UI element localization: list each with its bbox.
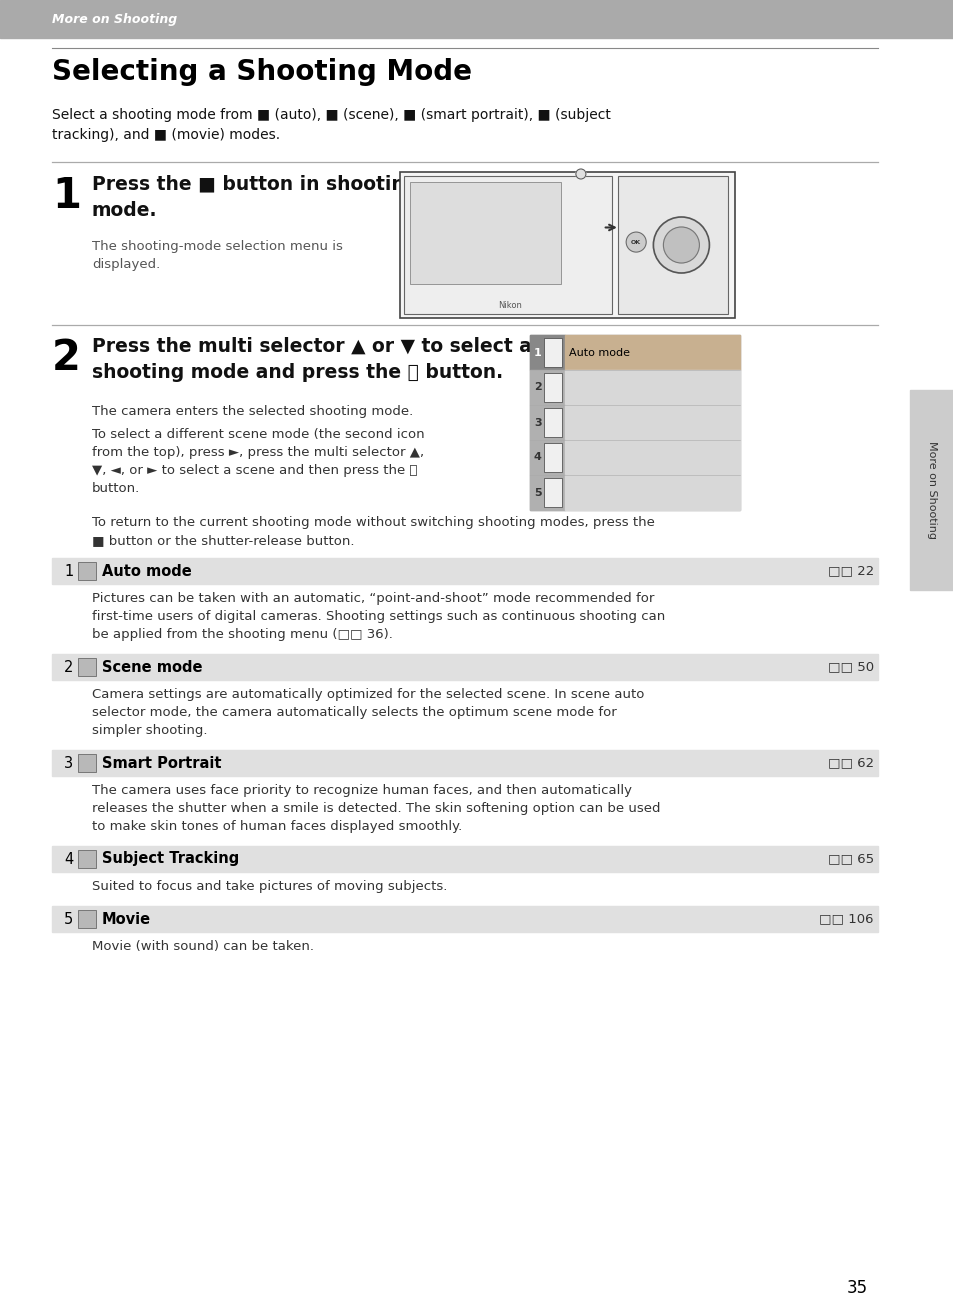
Text: □□ 22: □□ 22 (827, 565, 873, 577)
Text: Auto mode: Auto mode (102, 564, 192, 578)
Text: To return to the current shooting mode without switching shooting modes, press t: To return to the current shooting mode w… (91, 516, 654, 547)
Text: Movie (with sound) can be taken.: Movie (with sound) can be taken. (91, 940, 314, 953)
Bar (543, 443, 561, 472)
Bar (530, 474, 564, 510)
Bar (52, 905, 877, 932)
Bar (52, 654, 877, 681)
Text: 1: 1 (534, 347, 541, 357)
Bar (543, 478, 561, 507)
Bar (564, 474, 740, 510)
Text: More on Shooting: More on Shooting (926, 442, 936, 539)
Text: Pictures can be taken with an automatic, “point-and-shoot” mode recommended for
: Pictures can be taken with an automatic,… (91, 593, 664, 641)
Text: More on Shooting: More on Shooting (52, 13, 177, 25)
Bar (543, 338, 561, 367)
Bar (78, 911, 96, 928)
Bar (399, 172, 734, 318)
Bar (530, 335, 564, 371)
Bar (564, 371, 740, 405)
Bar (52, 558, 877, 583)
Bar (564, 440, 740, 474)
Bar (909, 390, 953, 590)
Text: To select a different scene mode (the second icon
from the top), press ►, press : To select a different scene mode (the se… (91, 428, 424, 495)
Bar (618, 176, 727, 314)
Circle shape (662, 227, 699, 263)
Text: OK: OK (631, 239, 640, 244)
Text: 5: 5 (64, 912, 73, 926)
Text: Smart Portrait: Smart Portrait (102, 756, 221, 770)
Bar (78, 658, 96, 675)
Text: The shooting-mode selection menu is
displayed.: The shooting-mode selection menu is disp… (91, 240, 342, 271)
Bar (410, 183, 560, 284)
Bar (403, 176, 611, 314)
Text: 1: 1 (52, 175, 81, 217)
Text: □□ 62: □□ 62 (827, 757, 873, 770)
Text: □□ 106: □□ 106 (819, 912, 873, 925)
Text: 2: 2 (534, 382, 541, 393)
Text: Selecting a Shooting Mode: Selecting a Shooting Mode (52, 58, 472, 85)
Text: 3: 3 (534, 418, 541, 427)
Bar (78, 850, 96, 869)
Text: Press the ■ button in shooting
mode.: Press the ■ button in shooting mode. (91, 175, 417, 221)
Text: Nikon: Nikon (498, 301, 522, 310)
Text: Select a shooting mode from ■ (auto), ■ (scene), ■ (smart portrait), ■ (subject
: Select a shooting mode from ■ (auto), ■ … (52, 108, 610, 142)
Bar (52, 750, 877, 777)
Bar (543, 409, 561, 438)
Bar (530, 405, 564, 440)
Text: 4: 4 (534, 452, 541, 463)
Text: 5: 5 (534, 487, 541, 498)
Text: □□ 50: □□ 50 (827, 661, 873, 674)
Text: Movie: Movie (102, 912, 151, 926)
Text: Auto mode: Auto mode (568, 347, 629, 357)
Bar (564, 335, 740, 371)
Text: 3: 3 (64, 756, 73, 770)
Bar (78, 754, 96, 773)
Text: 2: 2 (52, 336, 81, 378)
Text: Suited to focus and take pictures of moving subjects.: Suited to focus and take pictures of mov… (91, 880, 447, 894)
Text: 35: 35 (846, 1279, 867, 1297)
Bar (0, 0, 953, 38)
Bar (52, 846, 877, 872)
Text: Scene mode: Scene mode (102, 660, 202, 674)
Bar (564, 405, 740, 440)
Bar (543, 373, 561, 402)
Text: □□ 65: □□ 65 (827, 853, 873, 866)
Text: 2: 2 (64, 660, 73, 674)
Circle shape (625, 233, 645, 252)
Text: 1: 1 (64, 564, 73, 578)
Bar (78, 562, 96, 579)
Bar (530, 440, 564, 474)
Text: 4: 4 (64, 851, 73, 866)
Bar (530, 335, 740, 510)
Text: Press the multi selector ▲ or ▼ to select a
shooting mode and press the Ⓖ button: Press the multi selector ▲ or ▼ to selec… (91, 336, 532, 382)
Text: The camera uses face priority to recognize human faces, and then automatically
r: The camera uses face priority to recogni… (91, 784, 659, 833)
Bar (530, 371, 564, 405)
Text: The camera enters the selected shooting mode.: The camera enters the selected shooting … (91, 405, 413, 418)
Circle shape (653, 217, 709, 273)
Text: Camera settings are automatically optimized for the selected scene. In scene aut: Camera settings are automatically optimi… (91, 689, 643, 737)
Circle shape (576, 170, 585, 179)
Text: Subject Tracking: Subject Tracking (102, 851, 239, 866)
